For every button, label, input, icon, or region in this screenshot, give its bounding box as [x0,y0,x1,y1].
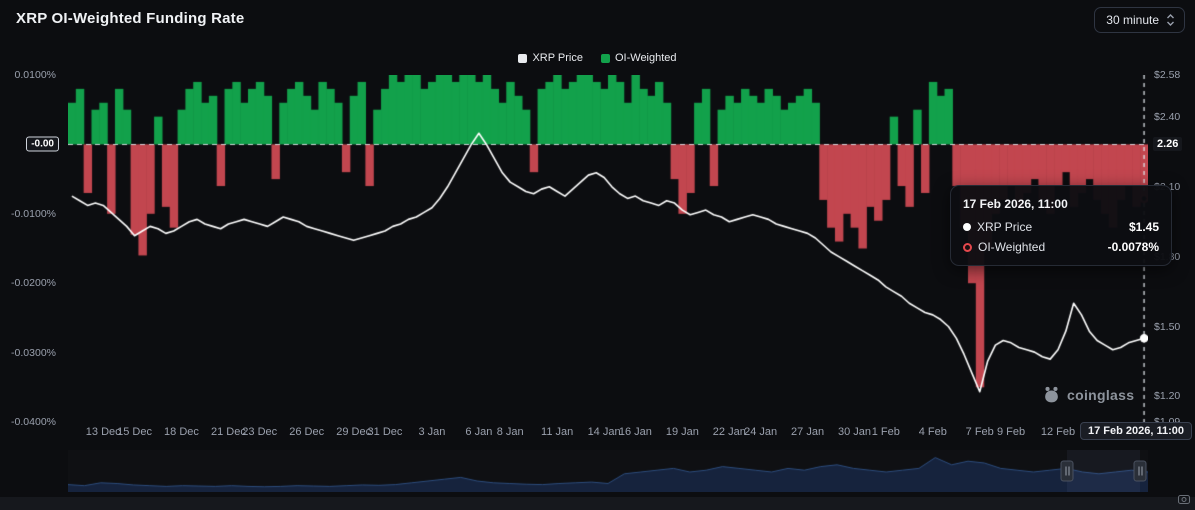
bottom-bar [0,495,1195,510]
x-axis-label: 15 Dec [117,426,152,438]
tooltip-label-oi-weighted: OI-Weighted [978,240,1046,254]
tooltip-row-xrp-price: XRP Price $1.45 [963,220,1159,234]
x-axis-label: 19 Jan [665,426,699,438]
legend-swatch-xrp-price [518,53,528,63]
y-axis-left: -0.00 0.0100% -0.0100% -0.0200% -0.0300% -0.… [0,69,62,428]
legend-swatch-oi-weighted [600,53,610,63]
x-axis: 13 Dec 15 Dec 18 Dec 21 Dec 23 Dec 26 Dec 29 D… [68,426,1148,441]
x-axis-label: 3 Jan [418,426,446,438]
x-axis-label: 6 Jan [465,426,493,438]
tooltip-value-xrp-price: $1.45 [1128,220,1159,234]
navigator-handle-right[interactable] [1133,460,1147,482]
x-axis-label: 30 Jan [838,426,872,438]
tooltip-title: 17 Feb 2026, 11:00 [963,197,1068,211]
coinglass-logo-icon [1042,385,1061,404]
legend-label-xrp-price: XRP Price [532,52,583,64]
x-axis-label: 26 Dec [289,426,325,438]
x-axis-label: 14 Jan [587,426,621,438]
sort-arrows-icon [1166,13,1175,27]
x-axis-label: 29 Dec [336,426,372,438]
x-axis-label: 11 Jan [541,426,574,438]
funding-axis-label: -0.0100% [11,207,56,220]
price-axis-label: $2.40 [1154,110,1181,123]
x-axis-label: 31 Dec [367,426,403,438]
price-axis-label: $1.20 [1154,390,1181,403]
funding-axis-label: 0.0100% [14,69,56,81]
page-title: XRP OI-Weighted Funding Rate [16,10,245,27]
x-axis-label: 22 Jan [712,426,746,438]
chart-tooltip: 17 Feb 2026, 11:00 XRP Price $1.45 OI-We… [950,185,1172,266]
chart-navigator[interactable] [68,450,1148,492]
snapshot-icon[interactable] [1178,491,1190,509]
legend-item-xrp-price[interactable]: XRP Price [518,52,583,64]
tooltip-row-oi-weighted: OI-Weighted -0.0078% [963,240,1159,254]
x-axis-label: 24 Jan [744,426,778,438]
crosshair-date-label: 17 Feb 2026, 11:00 [1079,422,1192,440]
x-axis-label: 13 Dec [85,426,121,438]
funding-axis-label: -0.0200% [11,277,56,290]
x-axis-label: 9 Feb [996,426,1026,438]
coinglass-watermark: coinglass [1042,385,1134,404]
interval-label: 30 minute [1106,13,1159,27]
xrp-price-marker-icon [963,223,971,231]
legend-label-oi-weighted: OI-Weighted [614,52,677,64]
x-axis-label: 23 Dec [242,426,278,438]
x-axis-label: 18 Dec [164,426,199,438]
coinglass-watermark-text: coinglass [1067,386,1135,403]
x-axis-label: 4 Feb [918,426,947,438]
navigator-canvas[interactable] [68,450,1148,492]
funding-zero-label: -0.00 [26,136,59,152]
x-axis-label: 16 Jan [618,426,652,438]
price-at-zero-label: 2.26 [1153,137,1183,152]
x-axis-label: 27 Jan [791,426,825,438]
oi-weighted-marker-icon [963,242,972,252]
interval-select-button[interactable]: 30 minute [1094,7,1185,33]
navigator-selected-range[interactable] [1067,450,1141,492]
tooltip-label-xrp-price: XRP Price [977,220,1033,234]
legend-item-oi-weighted[interactable]: OI-Weighted [600,52,677,64]
price-axis-label: $2.58 [1154,69,1181,81]
funding-axis-label: -0.0300% [11,346,56,359]
x-axis-label: 1 Feb [871,426,900,438]
funding-axis-label: -0.0400% [11,416,56,428]
navigator-handle-left[interactable] [1060,460,1074,482]
tooltip-value-oi-weighted: -0.0078% [1107,240,1159,254]
x-axis-label: 12 Feb [1040,426,1076,438]
x-axis-label: 21 Dec [210,426,246,438]
chart-legend: XRP Price OI-Weighted [0,52,1195,64]
price-axis-label: $1.50 [1154,320,1181,333]
x-axis-label: 7 Feb [965,426,994,438]
x-axis-label: 8 Jan [496,426,524,438]
